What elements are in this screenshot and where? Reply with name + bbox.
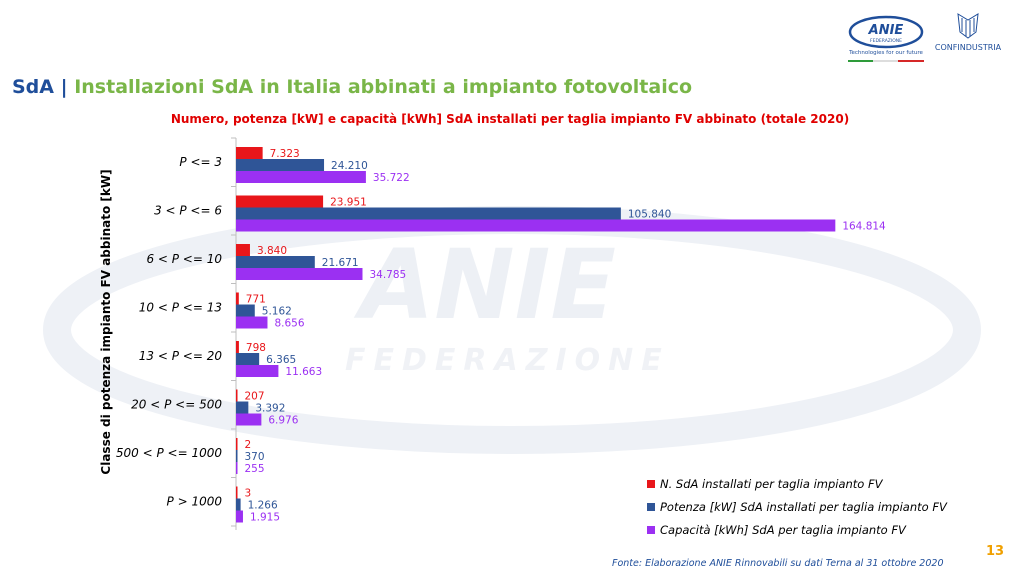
bar bbox=[236, 292, 239, 305]
source-note: Fonte: Elaborazione ANIE Rinnovabili su … bbox=[612, 558, 944, 569]
legend-label-capacity: Capacità [kWh] SdA per taglia impianto F… bbox=[660, 522, 906, 537]
chart-title: Numero, potenza [kW] e capacità [kWh] Sd… bbox=[170, 112, 850, 126]
bar bbox=[236, 159, 325, 171]
bar bbox=[236, 498, 241, 511]
bar bbox=[236, 486, 238, 499]
legend-swatch-capacity bbox=[647, 525, 655, 534]
category-label: 20 < P <= 500 bbox=[131, 398, 222, 412]
confindustria-logo-text: CONFINDUSTRIA bbox=[935, 43, 1002, 52]
bar bbox=[236, 207, 621, 220]
data-label: 24.210 bbox=[331, 160, 368, 172]
data-label: 6.365 bbox=[266, 354, 296, 366]
category-label: P <= 3 bbox=[179, 155, 222, 169]
confindustria-logo: CONFINDUSTRIA bbox=[935, 13, 1002, 52]
bar bbox=[236, 413, 262, 426]
legend-swatch-power bbox=[647, 502, 655, 511]
bar bbox=[236, 341, 239, 353]
bar bbox=[236, 353, 260, 365]
bar bbox=[236, 462, 238, 474]
category-label: 13 < P <= 20 bbox=[139, 349, 223, 363]
bar bbox=[236, 195, 324, 208]
data-label: 1.915 bbox=[250, 512, 280, 524]
bar bbox=[236, 171, 366, 183]
bar bbox=[236, 365, 279, 377]
anie-logo-tagline: Technologies for our future bbox=[848, 50, 923, 56]
category-label: 3 < P <= 6 bbox=[154, 204, 222, 218]
bar bbox=[236, 219, 836, 232]
legend-item-power: Potenza [kW] SdA installati per taglia i… bbox=[647, 495, 947, 518]
data-label: 21.671 bbox=[322, 257, 359, 269]
data-label: 370 bbox=[245, 451, 265, 463]
bar bbox=[236, 316, 268, 329]
data-label: 5.162 bbox=[262, 306, 292, 318]
anie-logo-name: ANIE bbox=[868, 23, 904, 38]
data-label: 798 bbox=[246, 342, 266, 354]
chart-legend: N. SdA installati per taglia impianto FV… bbox=[647, 472, 947, 541]
category-label: 6 < P <= 10 bbox=[146, 252, 222, 266]
title-separator: | bbox=[60, 76, 68, 98]
data-label: 164.814 bbox=[842, 221, 886, 233]
anie-logo-sub: FEDERAZIONE bbox=[870, 38, 902, 44]
anie-logo: ANIE FEDERAZIONE Technologies for our fu… bbox=[848, 15, 924, 62]
data-label: 8.656 bbox=[274, 318, 304, 330]
data-label: 34.785 bbox=[369, 269, 406, 281]
data-label: 207 bbox=[245, 391, 265, 403]
data-label: 6.976 bbox=[268, 415, 298, 427]
bar bbox=[236, 256, 315, 268]
data-label: 3.392 bbox=[255, 403, 285, 415]
bar bbox=[236, 147, 263, 159]
category-label: P > 1000 bbox=[167, 495, 223, 509]
bar bbox=[236, 244, 250, 256]
page-number: 13 bbox=[986, 544, 1005, 559]
category-label: 500 < P <= 1000 bbox=[116, 446, 222, 460]
data-label: 3.840 bbox=[257, 245, 287, 257]
data-label: 1.266 bbox=[248, 500, 278, 512]
data-label: 7.323 bbox=[270, 148, 300, 160]
data-label: 2 bbox=[245, 439, 252, 451]
data-label: 255 bbox=[245, 463, 265, 475]
page-title: SdA | Installazioni SdA in Italia abbina… bbox=[12, 76, 692, 98]
title-prefix: SdA bbox=[12, 76, 54, 98]
legend-label-power: Potenza [kW] SdA installati per taglia i… bbox=[660, 499, 947, 514]
bar bbox=[236, 401, 249, 414]
bar bbox=[236, 438, 238, 450]
bar bbox=[236, 268, 363, 280]
data-label: 105.840 bbox=[628, 209, 671, 221]
data-label: 771 bbox=[246, 294, 266, 306]
data-label: 23.951 bbox=[330, 197, 367, 209]
category-label: 10 < P <= 13 bbox=[139, 301, 222, 315]
legend-swatch-count bbox=[647, 479, 655, 488]
title-main: Installazioni SdA in Italia abbinati a i… bbox=[74, 76, 693, 98]
bar bbox=[236, 389, 238, 402]
legend-item-capacity: Capacità [kWh] SdA per taglia impianto F… bbox=[647, 518, 947, 541]
data-label: 11.663 bbox=[285, 366, 322, 378]
data-label: 35.722 bbox=[373, 172, 410, 184]
legend-item-count: N. SdA installati per taglia impianto FV bbox=[647, 472, 947, 495]
bar bbox=[236, 450, 238, 462]
bar bbox=[236, 510, 243, 523]
legend-label-count: N. SdA installati per taglia impianto FV bbox=[660, 476, 883, 491]
bar bbox=[236, 304, 255, 317]
data-label: 3 bbox=[245, 488, 252, 500]
